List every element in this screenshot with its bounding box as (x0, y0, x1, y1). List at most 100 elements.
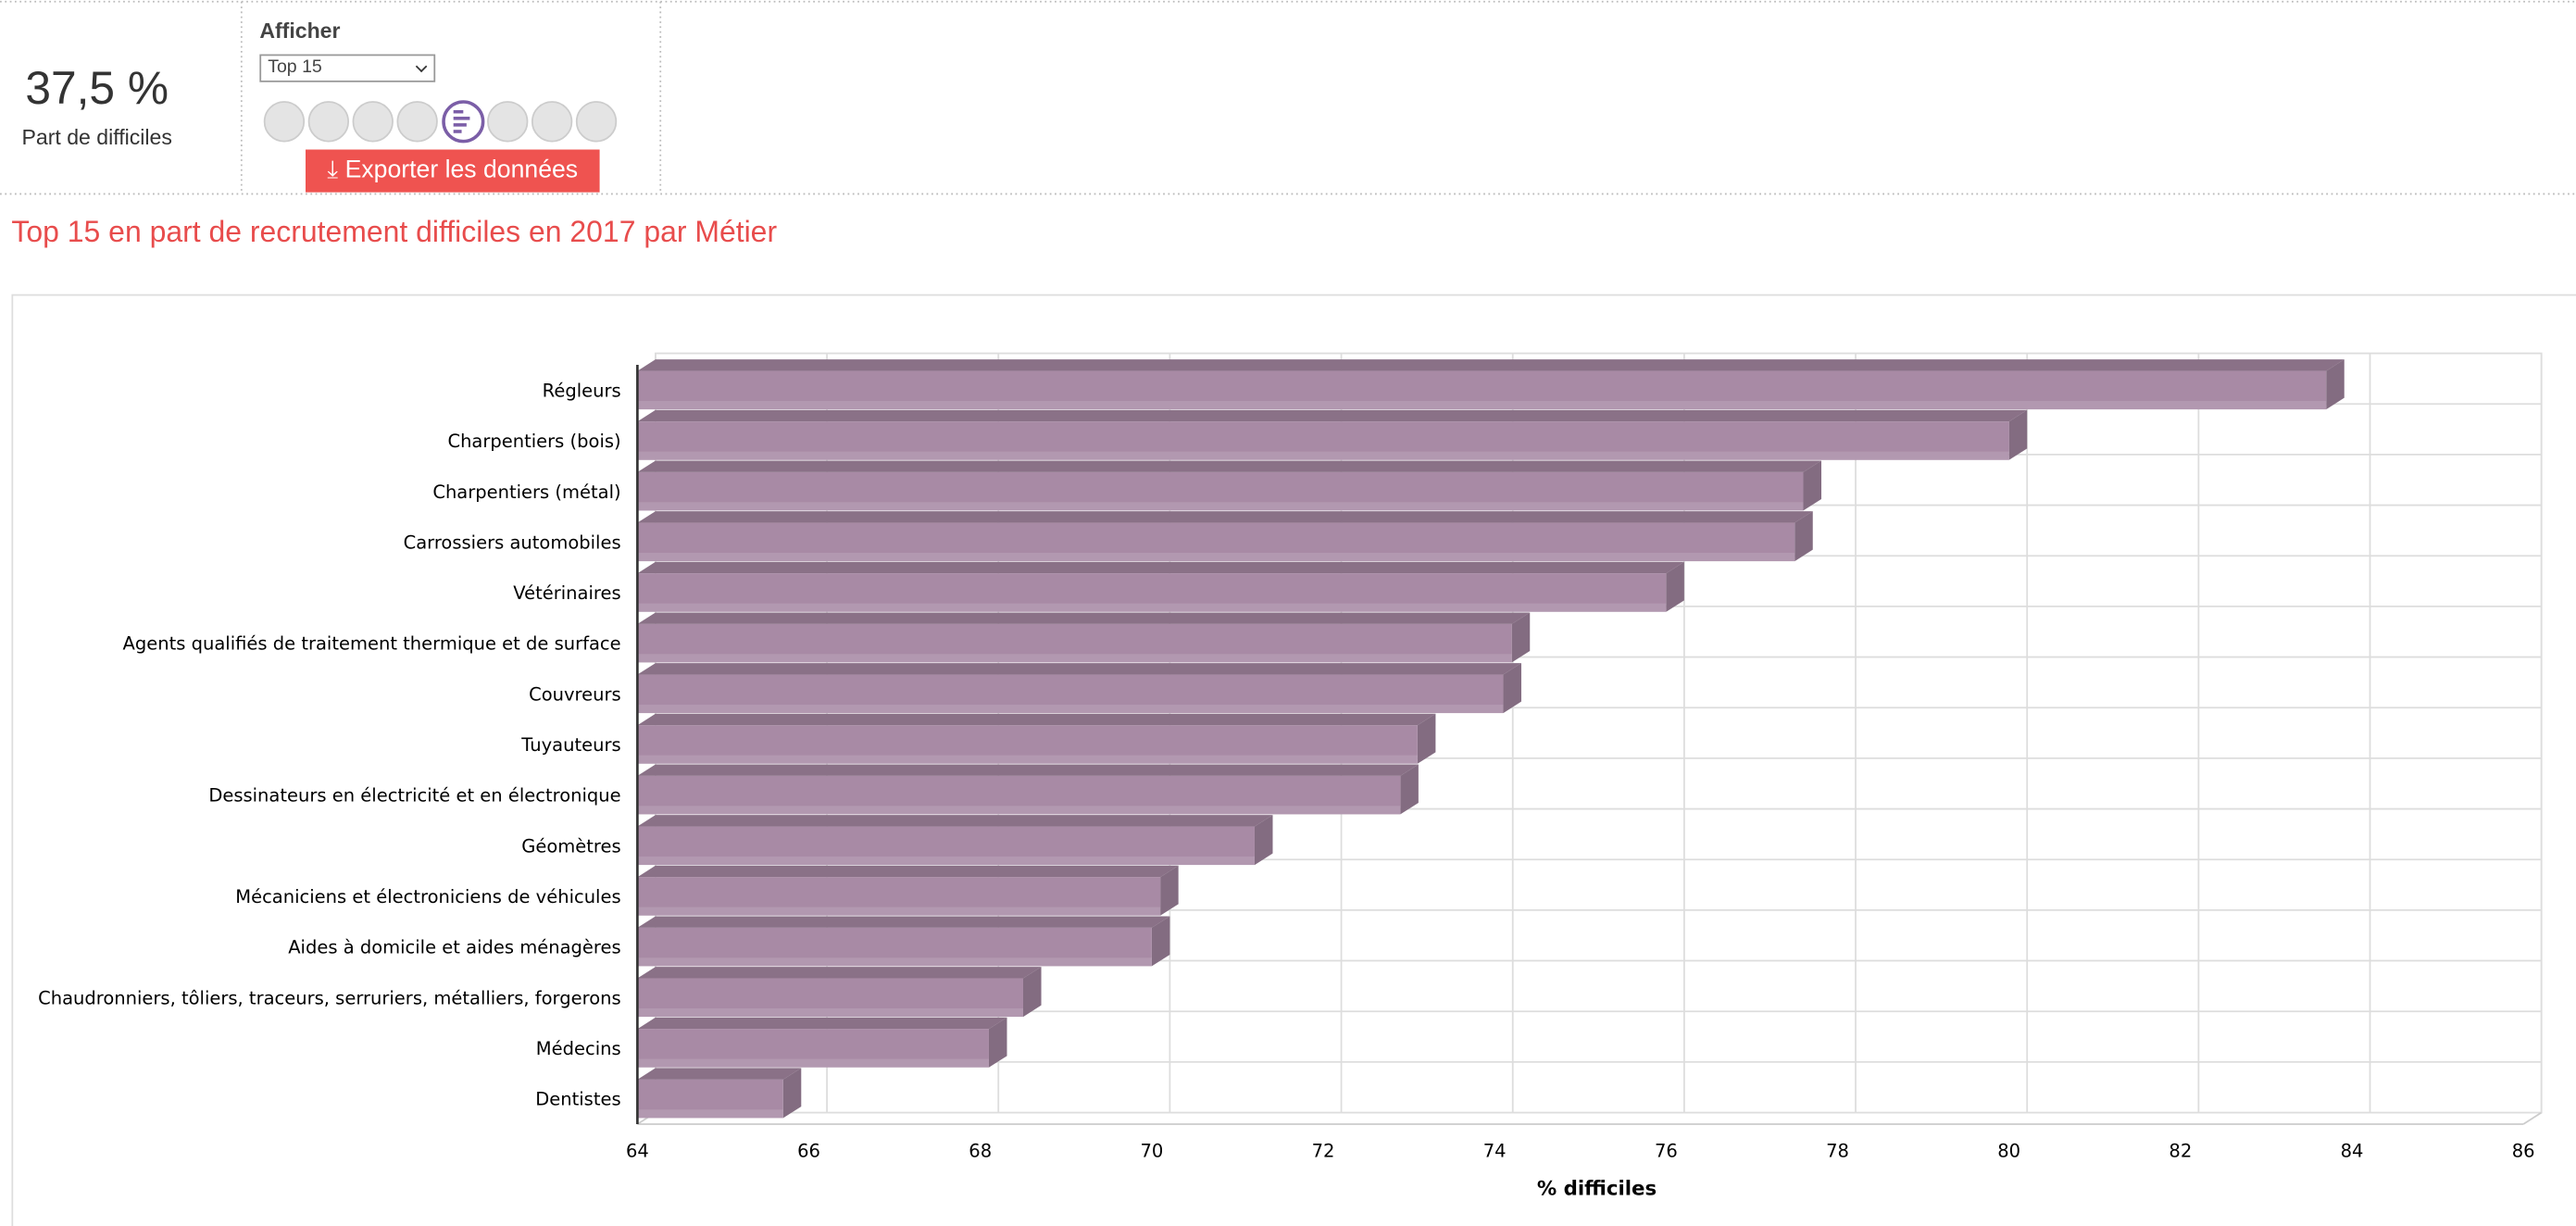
y-tick-label: Tuyauteurs (520, 734, 620, 756)
x-tick-label: 76 (1655, 1140, 1678, 1161)
icon-table[interactable] (263, 101, 306, 143)
bar-front (637, 927, 1152, 967)
bar-side (1254, 815, 1273, 866)
x-tick-label: 68 (969, 1140, 992, 1161)
bar-highlight (637, 451, 2009, 460)
icon-list[interactable] (487, 101, 529, 143)
y-tick-label: Régleurs (543, 380, 621, 401)
icon-columns[interactable] (396, 101, 438, 143)
bar-side (782, 1068, 802, 1119)
y-tick-label: Charpentiers (bois) (447, 431, 620, 452)
bar-highlight (637, 552, 1795, 562)
y-tick-label: Agents qualifiés de traitement thermique… (123, 633, 621, 655)
bar-side (1023, 967, 1042, 1018)
bar-top (637, 916, 1170, 928)
bar-side (1666, 561, 1684, 612)
bar-highlight (637, 704, 1504, 714)
x-tick-label: 82 (2169, 1140, 2192, 1161)
x-tick-label: 74 (1483, 1140, 1507, 1161)
bar-top (637, 612, 1531, 624)
bar-side (1503, 663, 1521, 714)
bar-highlight (637, 806, 1401, 815)
x-tick-label: 84 (2341, 1140, 2364, 1161)
bar (637, 359, 2345, 410)
bar-side (1803, 460, 1822, 511)
kpi-label: Part de difficiles (21, 124, 172, 150)
y-tick-label: Médecins (536, 1038, 621, 1059)
bar-highlight (637, 1109, 783, 1119)
y-tick-label: Vétérinaires (513, 582, 620, 604)
bar-front (637, 775, 1401, 815)
bar-front (637, 725, 1418, 764)
bar-side (1794, 511, 1813, 562)
x-tick-label: 70 (1140, 1140, 1163, 1161)
x-tick-label: 80 (1997, 1140, 2020, 1161)
top-select[interactable]: Top 15 (259, 54, 436, 82)
bar-top (637, 967, 1042, 979)
bar-front (637, 1079, 783, 1119)
export-button[interactable]: ⤓ Exporter les données (306, 149, 600, 193)
bar-front (637, 674, 1504, 714)
bar-highlight (637, 755, 1418, 764)
bar (637, 865, 1179, 916)
kpi-value: 37,5 % (25, 62, 169, 114)
bar-front (637, 826, 1255, 866)
bar-top (637, 561, 1684, 574)
icon-scatter[interactable] (307, 101, 350, 143)
x-tick-label: 64 (626, 1140, 649, 1161)
y-tick-label: Carrossiers automobiles (404, 532, 621, 553)
bar-front (637, 978, 1024, 1018)
bar-top (637, 409, 2028, 422)
bar-highlight (637, 603, 1667, 612)
y-tick-label: Mécaniciens et électroniciens de véhicul… (235, 886, 620, 907)
bar-highlight (637, 856, 1255, 866)
chart-title: Top 15 en part de recrutement difficiles… (11, 215, 778, 248)
bar-front (637, 421, 2009, 460)
bar-front (637, 623, 1512, 663)
bar (637, 561, 1684, 612)
bar-highlight (637, 1007, 1024, 1018)
x-tick-label: 66 (797, 1140, 820, 1161)
y-tick-label: Chaudronniers, tôliers, traceurs, serrur… (38, 987, 621, 1008)
icon-map[interactable] (352, 101, 394, 143)
bar (637, 409, 2028, 460)
bar-side (1417, 713, 1436, 764)
bar (637, 713, 1436, 764)
bar (637, 1017, 1007, 1068)
bar-highlight (637, 654, 1512, 663)
x-tick-label: 86 (2512, 1140, 2535, 1161)
y-tick-label: Dessinateurs en électricité et en électr… (208, 785, 620, 807)
icon-line[interactable] (531, 101, 573, 143)
y-tick-label: Dentistes (535, 1089, 620, 1110)
icon-pie[interactable] (575, 101, 618, 143)
bar (637, 460, 1822, 511)
bar-front (637, 522, 1795, 562)
bar-front (637, 1029, 989, 1068)
bar-side (2326, 359, 2345, 410)
bar-highlight (637, 907, 1161, 916)
bar-side (1160, 865, 1179, 916)
plot-corner (2522, 1111, 2543, 1125)
x-tick-label: 72 (1312, 1140, 1335, 1161)
bar-top (637, 1017, 1007, 1030)
bar-front (637, 370, 2327, 410)
bar-top (637, 764, 1419, 776)
bar-top (637, 713, 1436, 726)
bar-highlight (637, 1058, 989, 1068)
bar (637, 764, 1419, 815)
bar-top (637, 865, 1179, 878)
y-tick-label: Géomètres (521, 835, 620, 857)
x-axis-title: % difficiles (1537, 1177, 1657, 1200)
bar (637, 612, 1531, 663)
bar (637, 967, 1042, 1018)
bar-side (988, 1017, 1007, 1068)
y-tick-label: Couvreurs (529, 683, 621, 705)
bar-top (637, 815, 1273, 827)
bar-top (637, 1068, 802, 1080)
bar-highlight (637, 400, 2327, 410)
view-icons (263, 100, 618, 144)
